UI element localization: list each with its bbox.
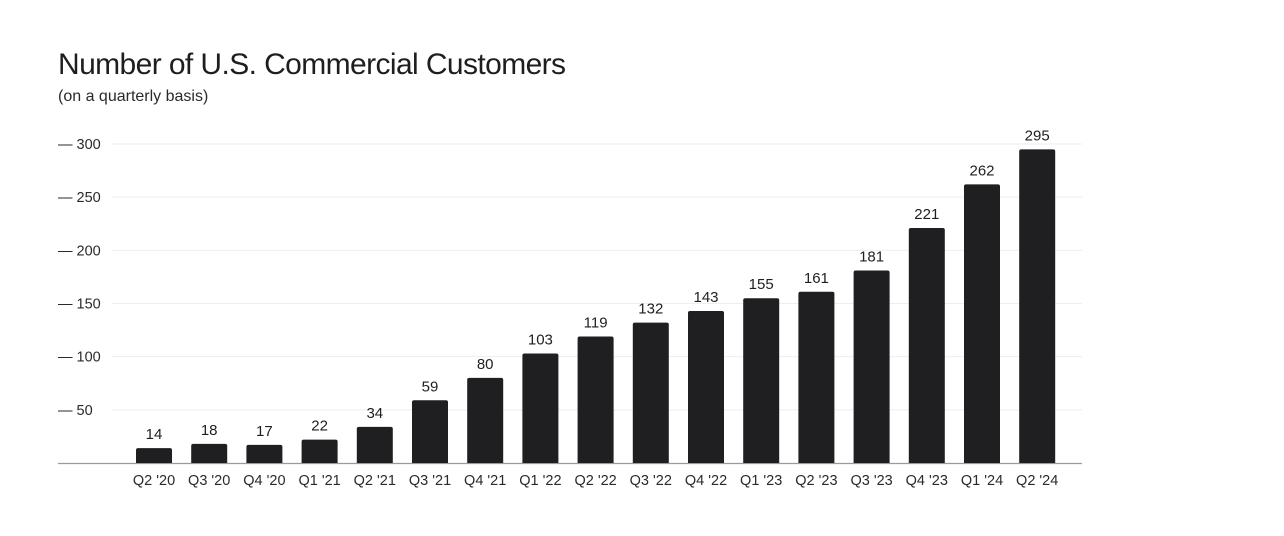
bar: [577, 336, 614, 463]
bar: [798, 291, 835, 463]
chart-title: Number of U.S. Commercial Customers: [58, 48, 566, 81]
x-tick-label: Q1 '21: [298, 473, 340, 489]
bar-value-label: 18: [201, 422, 218, 439]
x-tick-label: Q3 '21: [409, 473, 451, 489]
x-tick-label: Q4 '20: [243, 473, 285, 489]
bar: [191, 443, 228, 463]
x-tick-label: Q3 '20: [188, 473, 230, 489]
bar: [356, 426, 393, 463]
y-tick-label: — 300: [58, 137, 101, 153]
bar: [301, 439, 338, 463]
x-tick-label: Q2 '23: [795, 473, 837, 489]
bar-value-label: 34: [366, 405, 383, 422]
x-tick-label: Q2 '22: [574, 473, 616, 489]
bar: [688, 310, 724, 463]
bar: [908, 228, 945, 463]
bar-value-label: 181: [859, 249, 884, 266]
bar: [743, 298, 780, 463]
bar-value-label: 221: [914, 206, 939, 223]
chart-subtitle: (on a quarterly basis): [58, 88, 209, 105]
y-tick-label: — 250: [58, 190, 101, 206]
bar-value-label: 14: [146, 426, 163, 443]
bar-value-label: 119: [584, 314, 608, 331]
x-tick-label: Q4 '21: [464, 473, 506, 489]
bar-value-label: 80: [477, 356, 494, 373]
x-tick-label: Q3 '23: [850, 473, 892, 489]
bar: [246, 444, 283, 463]
x-tick-label: Q2 '21: [354, 473, 396, 489]
x-tick-label: Q1 '22: [519, 473, 561, 489]
x-tick-label: Q3 '22: [630, 473, 672, 489]
bar-value-label: 22: [311, 418, 328, 435]
bar: [632, 322, 669, 463]
x-tick-label: Q4 '22: [685, 473, 727, 489]
bar-value-label: 132: [638, 301, 663, 318]
x-tick-label: Q1 '24: [961, 473, 1003, 489]
bar-value-label: 103: [528, 331, 553, 348]
bar: [964, 184, 1000, 463]
x-tick-label: Q4 '23: [906, 473, 948, 489]
bar: [853, 270, 890, 463]
bar: [1019, 149, 1056, 463]
bar-value-label: 143: [693, 289, 718, 306]
x-tick-label: Q1 '23: [740, 473, 782, 489]
bar: [522, 353, 559, 463]
x-tick-label: Q2 '20: [133, 473, 175, 489]
bar: [412, 400, 448, 463]
bar-value-label: 262: [969, 162, 994, 179]
y-tick-label: — 200: [58, 243, 101, 259]
bar-value-label: 161: [804, 270, 829, 287]
x-tick-label: Q2 '24: [1016, 473, 1058, 489]
y-tick-label: — 150: [58, 297, 101, 313]
y-tick-label: — 50: [58, 403, 93, 419]
bar-value-label: 59: [422, 378, 439, 395]
bar: [467, 377, 504, 463]
bar-value-label: 155: [749, 276, 774, 293]
bar: [136, 448, 172, 463]
y-tick-label: — 100: [58, 350, 101, 366]
bar-value-label: 17: [256, 423, 273, 440]
bar-value-label: 295: [1025, 127, 1050, 144]
